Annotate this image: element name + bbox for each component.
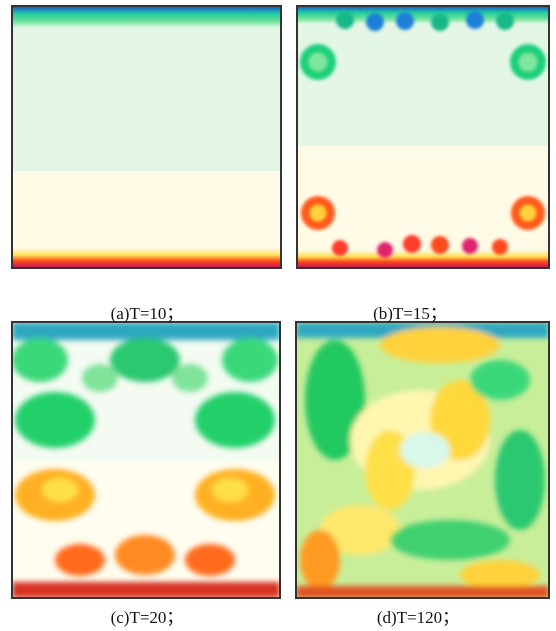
flow-region bbox=[519, 53, 537, 71]
flow-region bbox=[12, 322, 280, 340]
flow-region bbox=[310, 205, 326, 221]
flow-region bbox=[82, 364, 118, 392]
flow-region bbox=[431, 236, 449, 254]
flow-region bbox=[466, 11, 484, 29]
flow-region bbox=[195, 392, 275, 448]
flow-region bbox=[15, 392, 95, 448]
flow-region bbox=[332, 240, 348, 256]
caption: (b)T=15； bbox=[373, 304, 447, 323]
flow-region bbox=[55, 544, 105, 576]
caption: (a)T=10； bbox=[111, 304, 184, 323]
caption: (c)T=20； bbox=[111, 608, 184, 627]
flow-region bbox=[403, 235, 421, 253]
flow-region bbox=[495, 430, 545, 530]
flow-region bbox=[185, 544, 235, 576]
flow-region bbox=[396, 12, 414, 30]
flow-region bbox=[496, 12, 514, 30]
flow-region bbox=[12, 582, 280, 598]
flow-region bbox=[390, 520, 510, 560]
flow-region bbox=[212, 478, 248, 502]
flow-region bbox=[400, 432, 450, 468]
flow-region bbox=[366, 13, 384, 31]
flow-region bbox=[380, 327, 500, 363]
flow-region bbox=[300, 530, 340, 590]
flow-region bbox=[431, 13, 449, 31]
panel-c bbox=[12, 322, 280, 598]
flow-region bbox=[115, 535, 175, 575]
flow-region bbox=[12, 6, 281, 28]
figure: (a)T=10； (b)T=15； (c)T=20； (d)T=120； bbox=[0, 0, 556, 631]
flow-region bbox=[296, 586, 549, 598]
page: (a)T=10； (b)T=15； (c)T=20； (d)T=120； (()… bbox=[0, 0, 556, 631]
flow-region bbox=[222, 338, 278, 382]
flow-region bbox=[172, 364, 208, 392]
flow-region bbox=[12, 6, 281, 171]
flow-region bbox=[377, 242, 393, 258]
flow-region bbox=[470, 360, 530, 400]
flow-region bbox=[462, 238, 478, 254]
panel-d bbox=[296, 322, 549, 598]
flow-region bbox=[336, 11, 354, 29]
flow-region bbox=[12, 248, 281, 268]
flow-region bbox=[492, 239, 508, 255]
panel-b bbox=[297, 6, 549, 268]
caption: (d)T=120； bbox=[377, 608, 459, 627]
panel-a bbox=[12, 6, 281, 268]
flow-region bbox=[309, 53, 327, 71]
flow-region bbox=[460, 560, 540, 590]
flow-region bbox=[520, 205, 536, 221]
flow-region bbox=[12, 338, 68, 382]
flow-region bbox=[110, 338, 180, 382]
flow-region bbox=[42, 478, 78, 502]
